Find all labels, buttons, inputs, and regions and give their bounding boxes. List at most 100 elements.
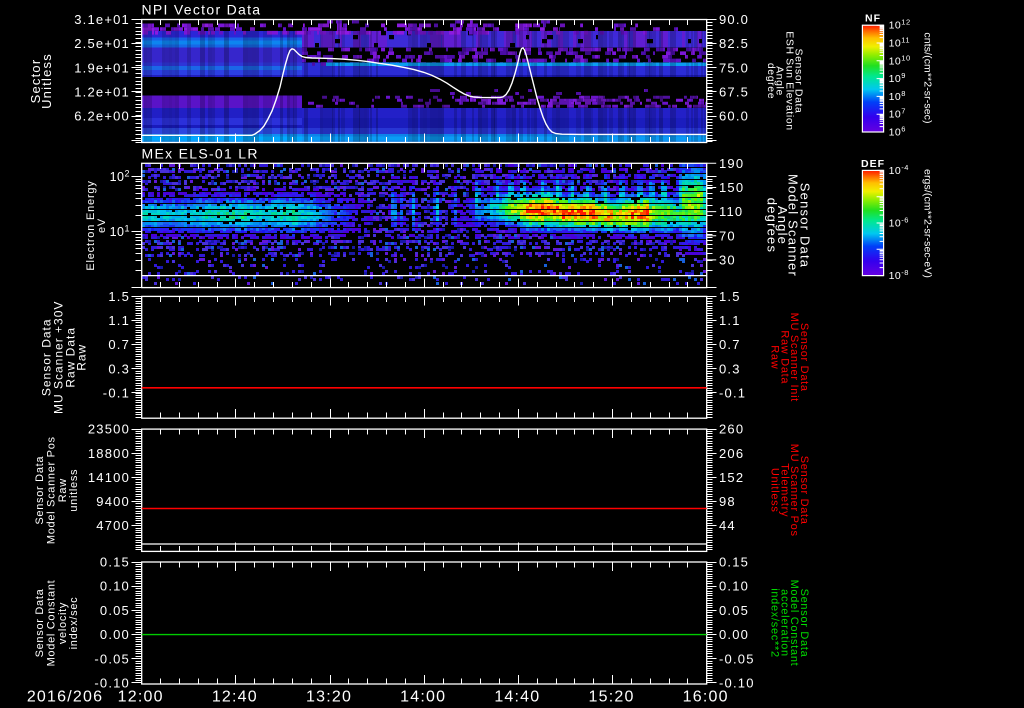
svg-text:1.1: 1.1 xyxy=(108,313,130,328)
svg-text:9400: 9400 xyxy=(96,494,130,509)
svg-text:206: 206 xyxy=(719,446,744,461)
svg-text:Sensor Data: Sensor Data xyxy=(34,456,46,525)
svg-text:1.5: 1.5 xyxy=(719,289,741,304)
svg-text:3.1e+01: 3.1e+01 xyxy=(74,12,130,27)
svg-text:75.0: 75.0 xyxy=(719,60,749,75)
svg-text:MU Scanner +30V: MU Scanner +30V xyxy=(52,301,66,414)
svg-text:ESH Sun Elevation: ESH Sun Elevation xyxy=(783,31,795,131)
svg-text:1.5: 1.5 xyxy=(108,289,130,304)
svg-text:Sensor Data: Sensor Data xyxy=(793,49,805,114)
svg-text:Raw Data: Raw Data xyxy=(64,327,78,388)
svg-text:16:00: 16:00 xyxy=(683,689,729,706)
svg-text:MU Scanner Init: MU Scanner Init xyxy=(788,313,800,402)
svg-text:cnts/(cm**2-sr-sec): cnts/(cm**2-sr-sec) xyxy=(922,32,934,123)
svg-text:Angle: Angle xyxy=(775,206,790,245)
svg-text:Telemetry: Telemetry xyxy=(779,463,791,517)
svg-text:150: 150 xyxy=(719,180,744,195)
svg-text:Sensor Data: Sensor Data xyxy=(798,589,810,658)
svg-text:152: 152 xyxy=(719,470,744,485)
svg-text:Model Scanner Pos: Model Scanner Pos xyxy=(46,436,58,544)
svg-text:0.7: 0.7 xyxy=(719,337,741,352)
svg-text:index/sec**2: index/sec**2 xyxy=(768,588,780,658)
svg-text:98: 98 xyxy=(719,494,736,509)
svg-text:-0.1: -0.1 xyxy=(719,386,746,401)
svg-text:82.5: 82.5 xyxy=(719,36,749,51)
svg-text:-0.05: -0.05 xyxy=(719,651,755,666)
svg-text:index/sec: index/sec xyxy=(68,597,80,650)
svg-text:NPI Vector Data: NPI Vector Data xyxy=(142,2,262,18)
svg-text:Unitless: Unitless xyxy=(768,468,780,513)
svg-text:Sensor Data: Sensor Data xyxy=(34,588,46,657)
svg-text:14100: 14100 xyxy=(88,470,130,485)
svg-text:Sensor Data: Sensor Data xyxy=(40,318,54,396)
svg-text:acceleration: acceleration xyxy=(779,589,791,657)
svg-text:15:20: 15:20 xyxy=(589,689,635,706)
svg-text:14:40: 14:40 xyxy=(494,689,540,706)
svg-text:Raw: Raw xyxy=(768,345,780,369)
svg-text:0.3: 0.3 xyxy=(108,361,130,376)
svg-text:13:20: 13:20 xyxy=(306,689,352,706)
svg-text:2016/206: 2016/206 xyxy=(27,689,103,706)
svg-text:Sensor Data: Sensor Data xyxy=(798,183,813,268)
svg-text:Electron Energy: Electron Energy xyxy=(85,180,97,270)
svg-text:260: 260 xyxy=(719,422,744,437)
svg-text:ergs/(cm**2-sr-sec-eV): ergs/(cm**2-sr-sec-eV) xyxy=(922,169,934,278)
svg-text:unitless: unitless xyxy=(68,469,80,512)
svg-text:Raw: Raw xyxy=(57,478,69,502)
svg-text:12:40: 12:40 xyxy=(212,689,258,706)
svg-text:0.00: 0.00 xyxy=(719,627,749,642)
svg-text:1.1: 1.1 xyxy=(719,313,741,328)
svg-text:degree: degree xyxy=(765,63,777,99)
svg-text:Sensor Data: Sensor Data xyxy=(798,323,810,392)
svg-text:degrees: degrees xyxy=(764,198,779,253)
svg-text:Raw: Raw xyxy=(74,344,88,371)
svg-text:0.10: 0.10 xyxy=(100,579,130,594)
svg-text:eV: eV xyxy=(96,218,108,233)
svg-text:Model Constant: Model Constant xyxy=(788,580,800,667)
svg-text:67.5: 67.5 xyxy=(719,84,749,99)
svg-text:-0.10: -0.10 xyxy=(94,676,130,691)
svg-text:23500: 23500 xyxy=(88,422,130,437)
svg-text:190: 190 xyxy=(719,156,744,171)
svg-text:0.05: 0.05 xyxy=(100,603,130,618)
svg-text:70: 70 xyxy=(719,228,736,243)
svg-text:108: 108 xyxy=(889,89,906,103)
svg-text:107: 107 xyxy=(889,107,906,121)
svg-text:0.7: 0.7 xyxy=(108,337,130,352)
svg-text:Sector: Sector xyxy=(28,59,43,104)
svg-text:1.2e+01: 1.2e+01 xyxy=(74,84,130,99)
svg-text:velocity: velocity xyxy=(57,602,69,644)
svg-text:-0.10: -0.10 xyxy=(719,676,755,691)
svg-text:Model Scanner: Model Scanner xyxy=(786,174,801,277)
svg-text:Sensor Data: Sensor Data xyxy=(798,456,810,525)
svg-text:18800: 18800 xyxy=(88,446,130,461)
svg-text:0.15: 0.15 xyxy=(719,555,749,570)
svg-text:2.5e+01: 2.5e+01 xyxy=(74,36,130,51)
svg-text:4700: 4700 xyxy=(96,518,130,533)
svg-text:-0.05: -0.05 xyxy=(94,651,130,666)
svg-text:60.0: 60.0 xyxy=(719,109,749,124)
svg-text:Unitless: Unitless xyxy=(39,53,54,109)
svg-text:1.9e+01: 1.9e+01 xyxy=(74,60,130,75)
svg-text:-0.1: -0.1 xyxy=(103,386,130,401)
svg-text:NF: NF xyxy=(865,13,881,25)
svg-text:0.15: 0.15 xyxy=(100,555,130,570)
svg-text:0.10: 0.10 xyxy=(719,579,749,594)
svg-text:106: 106 xyxy=(889,125,906,139)
svg-text:110: 110 xyxy=(719,204,743,219)
svg-text:14:00: 14:00 xyxy=(400,689,446,706)
svg-text:DEF: DEF xyxy=(861,158,885,170)
svg-text:6.2e+00: 6.2e+00 xyxy=(74,109,130,124)
svg-text:0.00: 0.00 xyxy=(100,627,130,642)
svg-text:109: 109 xyxy=(889,71,906,85)
svg-text:Angle: Angle xyxy=(773,66,785,96)
svg-text:Raw Data: Raw Data xyxy=(779,330,791,384)
svg-text:90.0: 90.0 xyxy=(719,12,749,27)
svg-text:MEx ELS-01 LR: MEx ELS-01 LR xyxy=(142,146,259,162)
svg-text:MU Scanner Pos: MU Scanner Pos xyxy=(788,444,800,537)
svg-text:0.3: 0.3 xyxy=(719,361,741,376)
svg-text:0.05: 0.05 xyxy=(719,603,749,618)
svg-text:30: 30 xyxy=(719,252,736,267)
svg-text:12:00: 12:00 xyxy=(118,689,164,706)
svg-text:Model Constant: Model Constant xyxy=(46,580,58,667)
